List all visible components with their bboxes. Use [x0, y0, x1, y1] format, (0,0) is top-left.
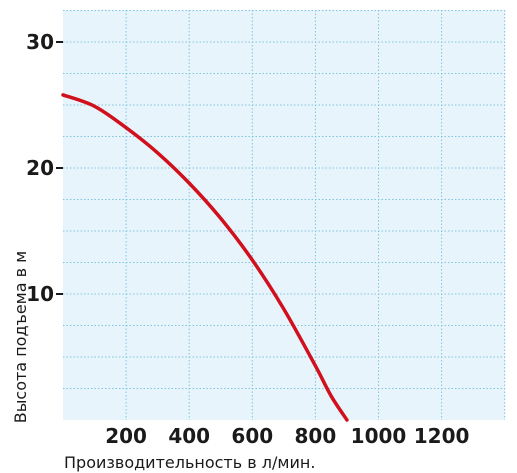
y-axis-title: Высота подъема в м [11, 251, 30, 423]
x-axis: 200 400 600 800 1000 1200 [105, 424, 469, 448]
y-axis: 10 20 30 [26, 30, 63, 306]
x-tick-label: 1200 [414, 424, 470, 448]
x-tick-label: 1000 [351, 424, 407, 448]
y-tick-label: 20 [26, 156, 54, 180]
x-axis-title: Производительность в л/мин. [64, 453, 315, 472]
x-tick-label: 200 [105, 424, 147, 448]
y-tick-label: 10 [26, 282, 54, 306]
y-tick-label: 30 [26, 30, 54, 54]
x-tick-label: 400 [168, 424, 210, 448]
performance-curve-0 [61, 93, 349, 422]
grid-lines [63, 10, 506, 420]
x-tick-label: 600 [231, 424, 273, 448]
x-tick-label: 800 [295, 424, 337, 448]
series-layer [61, 93, 349, 422]
plot-area [63, 10, 505, 420]
